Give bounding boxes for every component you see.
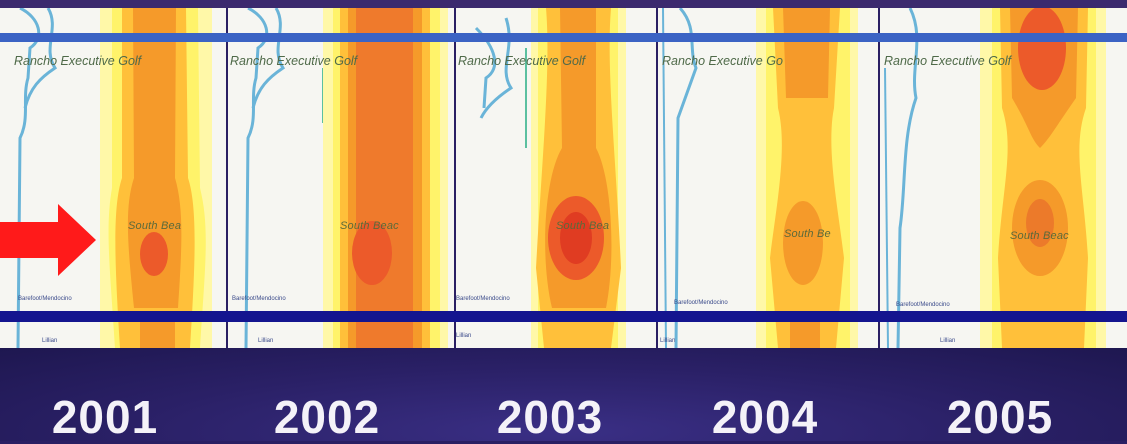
- year-label-2003: 2003: [496, 391, 604, 443]
- year-label-2001: 2001: [51, 391, 159, 443]
- year-label-2002: 2002: [273, 391, 381, 443]
- place-label: South Bea: [128, 220, 182, 232]
- slide-background: [0, 348, 1127, 441]
- heatmap-2004: [662, 8, 858, 348]
- heatmap-2001: [16, 8, 212, 348]
- small-label: Barefoot/Mendocino: [674, 300, 728, 306]
- heatmap-panel-2002: Rancho Executive Golf South Beac Barefoo…: [228, 8, 454, 348]
- top-strip: [0, 0, 1127, 8]
- small-label: Barefoot/Mendocino: [896, 302, 950, 308]
- right-arrow-icon: [0, 204, 96, 276]
- place-label: South Beac: [340, 220, 399, 232]
- bottom-reference-line: [0, 311, 1127, 322]
- small-label: Barefoot/Mendocino: [456, 296, 510, 302]
- year-label-2005: 2005: [946, 391, 1054, 443]
- small-label: Lillian: [42, 338, 58, 344]
- year-label-2004: 2004: [711, 391, 819, 443]
- heatmap-panel-2001: Rancho Executive Golf South Bea Barefoot…: [0, 8, 226, 348]
- small-label: Lillian: [940, 338, 956, 344]
- panel-title: Rancho Executive Go: [662, 54, 783, 68]
- panel-title: Rancho Executive Golf: [884, 54, 1012, 68]
- place-label: South Be: [784, 228, 831, 240]
- small-label: Lillian: [258, 338, 274, 344]
- small-label: Lillian: [456, 333, 472, 339]
- place-label: South Beac: [1010, 230, 1069, 242]
- heatmap-panel-2004: Rancho Executive Go South Be Barefoot/Me…: [658, 8, 878, 348]
- top-reference-line: [0, 33, 1127, 42]
- small-label: Lillian: [660, 338, 676, 344]
- panel-title: Rancho Executive Golf: [14, 54, 142, 68]
- heatmap-panel-2005: Rancho Executive Golf South Beac Barefoo…: [880, 8, 1127, 348]
- small-label: Barefoot/Mendocino: [232, 296, 286, 302]
- heatmap-2005: [884, 8, 1106, 348]
- heatmap-panel-2003: Rancho Executive Golf South Bea Barefoot…: [456, 8, 656, 348]
- small-label: Barefoot/Mendocino: [18, 296, 72, 302]
- place-label: South Bea: [556, 220, 610, 232]
- panel-title: Rancho Executive Golf: [230, 54, 358, 68]
- heatmap-2003: [474, 8, 626, 348]
- heatmap-2002: [244, 8, 448, 348]
- panel-title: Rancho Executive Golf: [458, 54, 586, 68]
